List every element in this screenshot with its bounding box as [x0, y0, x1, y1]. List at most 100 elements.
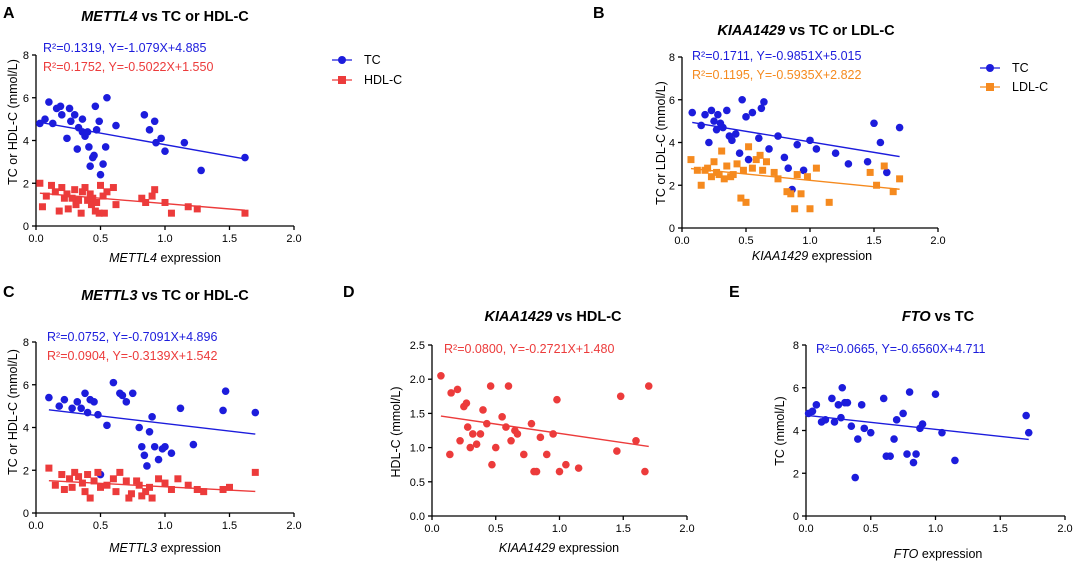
- panel-b-point: [757, 104, 766, 113]
- legend-b-tc-marker: [986, 64, 994, 72]
- panel-a-point: [241, 153, 249, 162]
- panel-c-point: [137, 442, 146, 451]
- panel-c-eq-tc: R²=0.0752, Y=-0.7091X+4.896: [47, 330, 217, 344]
- panel-d-point: [446, 450, 454, 459]
- panel-b-point: [693, 166, 701, 174]
- panel-c-ylabel: TC or HDL-C (mmol/L): [6, 349, 20, 475]
- panel-b-y-tick-label: 8: [669, 52, 675, 64]
- panel-c-point: [103, 421, 111, 430]
- panel-c-point: [148, 413, 156, 421]
- panel-a-point: [58, 184, 66, 192]
- panel-e-point: [830, 418, 839, 426]
- panel-d-point: [456, 436, 464, 445]
- panel-d-point: [553, 395, 561, 404]
- panel-b-point: [873, 181, 881, 189]
- panel-e-label: E: [729, 284, 740, 301]
- panel-c-x-tick-label: 1.0: [157, 520, 172, 532]
- panel-c-point: [66, 475, 74, 483]
- panel-d-x-tick-label: 1.0: [552, 523, 567, 535]
- panel-c-point: [112, 488, 120, 496]
- panel-b-point: [719, 123, 727, 132]
- panel-b-point: [880, 162, 888, 170]
- panel-b-y-tick-label: 2: [669, 180, 675, 192]
- panel-a-point: [90, 151, 98, 160]
- panel-b-y-tick-label: 4: [669, 138, 675, 150]
- panel-d-point: [555, 467, 564, 476]
- panel-a-point: [157, 134, 165, 143]
- panel-a-point: [70, 111, 79, 119]
- panel-c-point: [167, 449, 176, 457]
- panel-d-point: [532, 467, 541, 476]
- panel-c-point: [60, 395, 69, 404]
- panel-c-x-tick-label: 1.5: [222, 520, 237, 532]
- panel-d-point: [462, 399, 471, 407]
- panel-e-point: [951, 456, 959, 465]
- panel-a-point: [150, 117, 159, 126]
- panel-c-point: [174, 475, 182, 483]
- panel-a-point: [48, 119, 57, 128]
- panel-b-point: [742, 113, 750, 121]
- panel-a-y-tick-label: 6: [23, 93, 29, 105]
- legend-a-tc-label: TC: [364, 53, 381, 67]
- legend-b-tc-label: TC: [1012, 61, 1029, 75]
- panel-a-point: [86, 162, 94, 170]
- panel-d-point: [483, 419, 491, 428]
- panel-a-point: [78, 115, 87, 123]
- panel-a-point: [64, 205, 72, 213]
- panel-a-point: [51, 188, 59, 196]
- panel-c-plot: 0.0 0.5 1.0 1.5 2.0 0 2 4 6 8: [23, 337, 302, 532]
- panel-d-point: [613, 447, 621, 455]
- panel-c-y-tick-label: 6: [23, 380, 29, 392]
- panel-c-point: [145, 427, 154, 436]
- panel-b-point: [723, 162, 731, 170]
- panel-b-point: [697, 121, 705, 130]
- panel-a-point: [100, 209, 108, 217]
- panel-b-point: [733, 160, 741, 168]
- panel-a-point: [73, 145, 82, 153]
- legend-b-ldl-marker: [986, 83, 994, 91]
- panel-c-y-tick-label: 0: [23, 508, 29, 520]
- panel-e-point: [931, 390, 940, 398]
- panel-b-x-tick-label: 1.5: [866, 235, 881, 247]
- panel-d-xlabel: KIAA1429 expression: [499, 541, 619, 555]
- panel-c-point: [86, 494, 94, 502]
- panel-b-point: [710, 158, 718, 166]
- panel-d-y-tick-label: 0.5: [410, 477, 425, 489]
- panel-a-point: [47, 181, 55, 189]
- panel-b-point: [707, 106, 716, 115]
- panel-c-point: [116, 468, 124, 476]
- panel-b-eq-ldl: R²=0.1195, Y=-0.5935X+2.822: [692, 68, 862, 82]
- panel-c-point: [45, 393, 53, 402]
- panel-c-point: [75, 473, 83, 481]
- panel-c-point: [94, 468, 102, 476]
- panel-a-point: [85, 143, 93, 151]
- panel-d-point: [463, 423, 472, 431]
- panel-b-point: [774, 132, 782, 140]
- panel-a-x-tick-label: 1.0: [157, 233, 172, 245]
- panel-c-point: [109, 475, 117, 483]
- panel-b-xlabel: KIAA1429 expression: [752, 249, 872, 263]
- panel-b-point: [759, 166, 767, 174]
- panel-e-plot: 0.0 0.5 1.0 1.5 2.0 0 2 4 6 8: [793, 340, 1073, 535]
- panel-d-x-tick-label: 1.5: [616, 523, 631, 535]
- panel-c-point: [73, 398, 82, 406]
- panel-d-point: [469, 430, 477, 438]
- panel-c-point: [146, 483, 154, 491]
- panel-d-point: [520, 450, 528, 459]
- panel-e-title: FTO vs TC: [902, 309, 975, 325]
- legend-a-hdl-label: HDL-C: [364, 73, 402, 87]
- panel-c-point: [226, 483, 233, 491]
- panel-c-point: [200, 488, 208, 496]
- panel-b-point: [780, 153, 789, 162]
- panel-e-point: [847, 422, 856, 431]
- panel-a-point: [91, 102, 100, 111]
- panel-b-point: [742, 198, 750, 206]
- panel-d-point: [453, 385, 462, 394]
- panel-b-point: [735, 149, 744, 157]
- panel-a-eq-tc: R²=0.1319, Y=-1.079X+4.885: [43, 41, 206, 55]
- panel-a-x-tick-label: 2.0: [286, 233, 301, 245]
- panel-e-x-tick-label: 0.0: [798, 523, 813, 535]
- panel-a-point: [95, 209, 103, 217]
- panel-b-point: [793, 171, 801, 179]
- panel-b-point: [866, 168, 874, 176]
